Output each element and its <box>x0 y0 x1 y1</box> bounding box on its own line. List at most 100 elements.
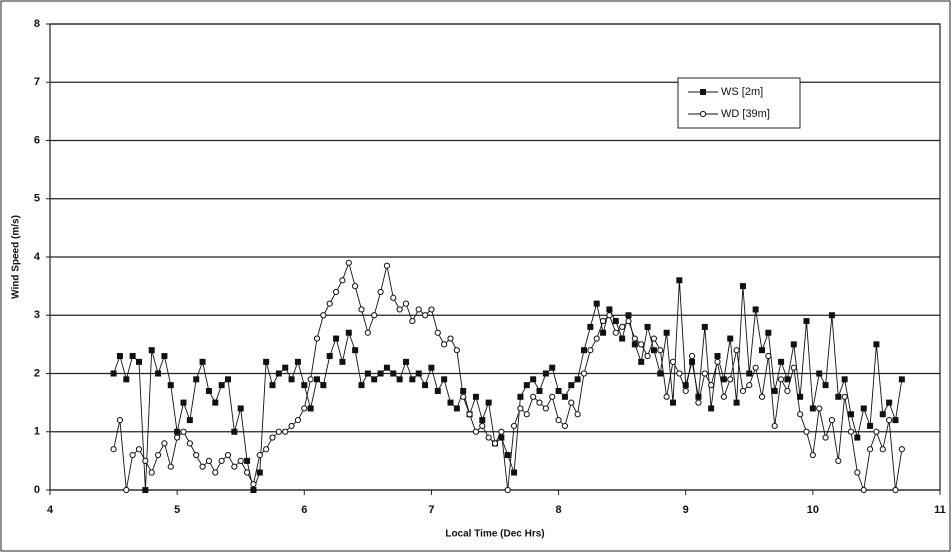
data-point <box>867 422 874 429</box>
y-axis-title: Wind Speed (m/s) <box>11 215 22 299</box>
data-point <box>530 393 537 400</box>
data-point <box>644 352 651 360</box>
data-point <box>599 317 607 325</box>
data-point <box>549 364 556 371</box>
data-point <box>371 312 378 319</box>
data-point <box>212 469 219 476</box>
data-point <box>339 277 346 284</box>
data-point <box>358 306 365 313</box>
data-point <box>822 382 829 389</box>
data-point <box>358 382 365 389</box>
data-point <box>174 428 181 435</box>
data-point <box>136 358 142 365</box>
data-point <box>110 370 117 377</box>
data-point <box>396 306 403 313</box>
data-point <box>352 347 359 354</box>
data-point <box>333 335 340 342</box>
data-point <box>282 428 289 435</box>
x-tick-label: 6 <box>301 504 307 516</box>
data-point <box>237 457 244 464</box>
data-point <box>199 358 206 365</box>
data-point <box>676 277 683 284</box>
data-point <box>186 417 193 424</box>
data-point <box>523 411 530 418</box>
data-point <box>650 347 657 354</box>
data-point <box>523 382 530 389</box>
data-point <box>892 417 899 424</box>
data-point <box>148 347 155 354</box>
data-point <box>250 487 257 493</box>
data-point <box>752 306 759 313</box>
data-point <box>695 393 702 400</box>
data-point <box>135 446 143 453</box>
data-point <box>758 393 766 400</box>
data-point <box>587 347 594 354</box>
data-point <box>428 306 435 313</box>
data-point <box>631 341 638 348</box>
data-point <box>631 335 638 342</box>
data-point <box>390 370 397 377</box>
data-point <box>866 446 874 453</box>
data-point <box>803 318 810 325</box>
data-point <box>447 399 454 406</box>
data-point <box>809 451 816 459</box>
data-point <box>434 387 441 394</box>
data-point <box>294 358 301 365</box>
data-point <box>301 382 308 389</box>
data-point <box>765 329 772 336</box>
data-point <box>320 382 327 389</box>
data-point <box>835 457 842 464</box>
data-point <box>269 382 276 389</box>
legend-label: WD [39m] <box>721 108 770 120</box>
data-point <box>860 486 867 494</box>
data-point <box>364 370 371 377</box>
data-point <box>129 353 136 360</box>
data-point <box>784 387 791 395</box>
data-point <box>714 353 721 360</box>
data-point <box>777 376 785 383</box>
data-point <box>491 440 499 447</box>
x-tick-label: 5 <box>174 504 180 516</box>
data-point <box>720 393 727 400</box>
data-point <box>218 457 225 464</box>
legend-marker <box>700 89 706 95</box>
data-point <box>879 411 886 418</box>
legend-marker <box>699 110 707 118</box>
data-point <box>510 422 518 430</box>
data-point <box>746 370 753 377</box>
data-point <box>161 440 168 447</box>
data-point <box>186 440 193 447</box>
data-point <box>682 387 689 395</box>
data-point <box>612 329 619 336</box>
data-point <box>752 364 759 371</box>
data-point <box>606 306 613 313</box>
data-point <box>670 399 676 406</box>
data-point <box>288 376 295 383</box>
data-point <box>892 486 899 494</box>
data-point <box>345 259 352 266</box>
data-point <box>841 376 848 383</box>
data-point <box>142 457 149 464</box>
data-point <box>167 382 174 389</box>
x-tick-label: 11 <box>934 504 946 516</box>
data-point <box>479 417 486 424</box>
data-point <box>339 358 346 365</box>
data-point <box>886 417 893 424</box>
data-point <box>644 323 651 330</box>
data-point <box>612 318 619 325</box>
data-point <box>695 399 702 406</box>
data-point <box>689 358 696 365</box>
data-point <box>733 399 740 406</box>
data-point <box>174 434 181 441</box>
y-tick-label: 4 <box>34 251 41 263</box>
data-point <box>765 352 772 360</box>
data-point <box>746 382 753 389</box>
data-point <box>479 422 486 430</box>
x-tick-label: 7 <box>428 504 434 516</box>
data-point <box>377 370 384 377</box>
data-point <box>485 434 492 441</box>
data-point <box>155 370 162 377</box>
data-point <box>536 399 543 406</box>
data-point <box>619 335 626 342</box>
